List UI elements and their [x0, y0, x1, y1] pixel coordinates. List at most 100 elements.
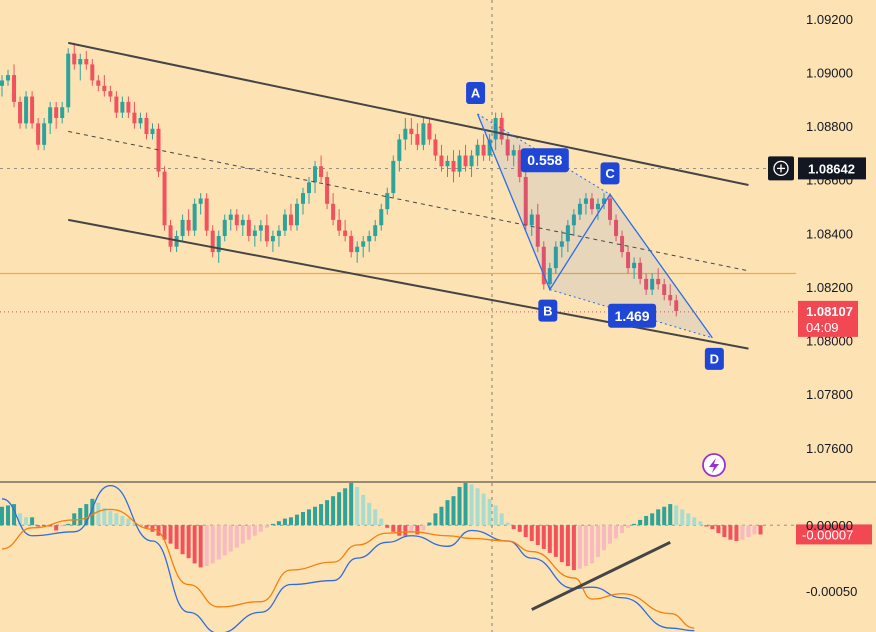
candle-body — [626, 252, 631, 269]
histogram-bar — [728, 525, 733, 540]
candle-body — [60, 107, 65, 118]
histogram-bar — [307, 509, 312, 526]
ratio-label-bd-text: 1.469 — [615, 308, 650, 324]
histogram-bar — [638, 519, 643, 526]
plus-circle-icon[interactable] — [768, 156, 794, 181]
candle-body — [276, 230, 281, 236]
histogram-bar — [571, 525, 576, 571]
histogram-bar — [180, 525, 185, 555]
histogram-bar — [42, 525, 47, 527]
candle-body — [481, 144, 486, 156]
histogram-bar — [595, 525, 600, 557]
histogram-bar — [481, 493, 486, 526]
histogram-bar — [463, 483, 468, 526]
candle-body — [565, 225, 570, 242]
candle-body — [84, 58, 89, 65]
candle-body — [349, 235, 354, 253]
candle-body — [319, 166, 324, 177]
candle-body — [108, 91, 113, 97]
macd-indicator[interactable]: -0.00007 0.00000 -0.00050 — [0, 483, 872, 632]
histogram-bar — [734, 525, 739, 542]
histogram-bar — [379, 518, 384, 526]
histogram-bar — [126, 518, 131, 526]
histogram-bar — [12, 504, 17, 526]
histogram-bar — [349, 483, 354, 526]
macd-axis[interactable]: 0.00000 -0.00050 — [806, 518, 857, 599]
histogram-bar — [276, 521, 281, 526]
histogram-bar — [752, 525, 757, 535]
candle-body — [301, 193, 305, 204]
histogram-bar — [577, 525, 582, 569]
candle-body — [608, 198, 613, 220]
candle-body — [313, 166, 318, 183]
histogram-bar — [66, 523, 71, 526]
histogram-bar — [373, 509, 378, 526]
candle-body — [156, 128, 161, 172]
histogram-bar — [162, 525, 167, 540]
histogram-bar — [493, 505, 498, 526]
candle-body — [656, 278, 661, 285]
histogram-bar — [511, 525, 516, 530]
candle-body — [638, 262, 643, 279]
candle-body — [595, 203, 600, 210]
candle-body — [379, 209, 384, 226]
histogram-bar — [668, 504, 673, 526]
histogram-bar — [704, 525, 709, 527]
candle-body — [307, 182, 312, 194]
histogram-bar — [505, 522, 510, 526]
price-tick-label: 1.08400 — [806, 226, 853, 241]
price-tick-label: 1.08000 — [806, 334, 853, 349]
histogram-bar — [445, 500, 450, 526]
harmonic-pattern[interactable]: A B C D 0.558 1.469 — [466, 81, 724, 370]
histogram-bar — [553, 525, 558, 557]
candle-body — [475, 144, 480, 156]
price-axis[interactable]: 1.092001.090001.088001.086001.084001.082… — [806, 12, 853, 456]
histogram-bar — [228, 525, 233, 552]
histogram-bar — [457, 486, 462, 526]
channel-upper-line[interactable] — [68, 41, 749, 187]
channel-middle-line[interactable] — [68, 130, 749, 272]
price-tick-label: 1.07600 — [806, 441, 853, 456]
histogram-bar — [264, 525, 269, 528]
histogram-bar — [475, 488, 480, 526]
candle-body — [288, 214, 293, 226]
candle-body — [270, 235, 275, 242]
candle-body — [6, 75, 11, 81]
histogram-bar — [487, 498, 492, 526]
histogram-bar — [222, 525, 227, 556]
lightning-icon[interactable] — [702, 453, 726, 477]
macd-line — [1, 484, 695, 632]
candle-body — [511, 150, 516, 156]
histogram-bar — [144, 525, 149, 528]
candle-body — [246, 219, 251, 236]
pattern-point-b[interactable]: B — [538, 299, 558, 322]
macd-tick-label: -0.00050 — [806, 584, 857, 599]
candle-body — [409, 128, 414, 135]
histogram-bar — [662, 506, 667, 526]
candle-body — [583, 198, 588, 204]
macd-histogram — [0, 483, 763, 571]
candle-body — [42, 123, 47, 145]
histogram-bar — [547, 525, 552, 553]
histogram-bar — [632, 523, 637, 526]
pattern-point-a[interactable]: A — [466, 81, 486, 104]
candle-body — [12, 75, 17, 102]
macd-value-text: -0.00007 — [802, 527, 853, 542]
pattern-point-c[interactable]: C — [600, 162, 620, 185]
ratio-label-ac[interactable]: 0.558 — [520, 148, 569, 173]
candle-body — [102, 85, 107, 92]
ratio-line-ac — [477, 113, 611, 195]
histogram-bar — [451, 496, 456, 526]
macd-trendline[interactable] — [531, 540, 671, 611]
candle-body — [397, 139, 402, 161]
candle-body — [90, 64, 95, 81]
countdown-text: 04:09 — [806, 320, 839, 335]
candle-body — [234, 214, 239, 226]
histogram-bar — [541, 525, 546, 549]
histogram-bar — [692, 517, 697, 526]
pattern-point-d[interactable]: D — [704, 347, 724, 370]
histogram-bar — [391, 525, 396, 532]
ratio-label-bd[interactable]: 1.469 — [608, 303, 657, 328]
histogram-bar — [421, 525, 426, 531]
